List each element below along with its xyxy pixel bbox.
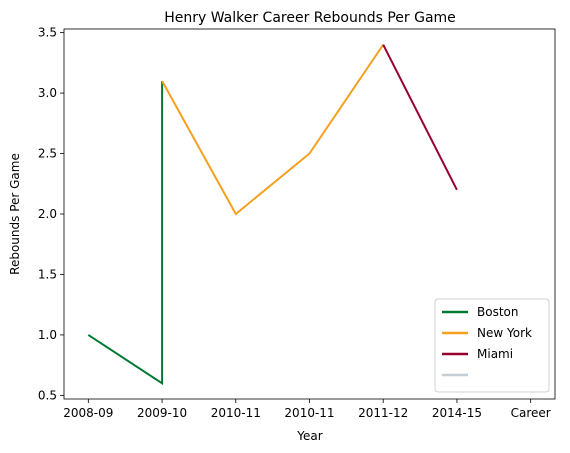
x-tick-label: Career bbox=[511, 406, 551, 420]
y-axis-title: Rebounds Per Game bbox=[8, 153, 22, 275]
x-tick-label: 2009-10 bbox=[137, 406, 187, 420]
chart-title: Henry Walker Career Rebounds Per Game bbox=[164, 10, 456, 26]
legend: Boston New York Miami bbox=[434, 298, 550, 393]
x-axis: 2008-09 2009-10 2010-11 2010-11 2011-12 2014-… bbox=[63, 399, 551, 420]
y-tick-label: 1.5 bbox=[38, 267, 57, 281]
legend-label: New York bbox=[477, 326, 532, 340]
y-tick-label: 1.0 bbox=[38, 328, 57, 342]
series-line-0 bbox=[87, 81, 164, 386]
plot-area bbox=[87, 44, 458, 386]
x-tick-label: 2011-12 bbox=[358, 406, 408, 420]
x-tick-label: 2010-11 bbox=[211, 406, 261, 420]
legend-box bbox=[434, 298, 550, 393]
series-line-1 bbox=[161, 44, 385, 216]
x-tick-label: 2008-09 bbox=[63, 406, 113, 420]
y-tick-label: 2.0 bbox=[38, 207, 57, 221]
x-tick-label: 2010-11 bbox=[284, 406, 334, 420]
y-tick-label: 0.5 bbox=[38, 388, 57, 402]
legend-label: Boston bbox=[477, 305, 518, 319]
x-tick-label: 2014-15 bbox=[432, 406, 482, 420]
y-tick-label: 3.5 bbox=[38, 26, 57, 40]
legend-label: Miami bbox=[477, 347, 513, 361]
y-tick-label: 3.0 bbox=[38, 86, 57, 100]
series-line-2 bbox=[382, 44, 458, 191]
y-tick-label: 2.5 bbox=[38, 147, 57, 161]
y-axis: 0.5 1.0 1.5 2.0 2.5 3.0 3.5 bbox=[38, 26, 64, 402]
x-axis-title: Year bbox=[296, 429, 322, 443]
